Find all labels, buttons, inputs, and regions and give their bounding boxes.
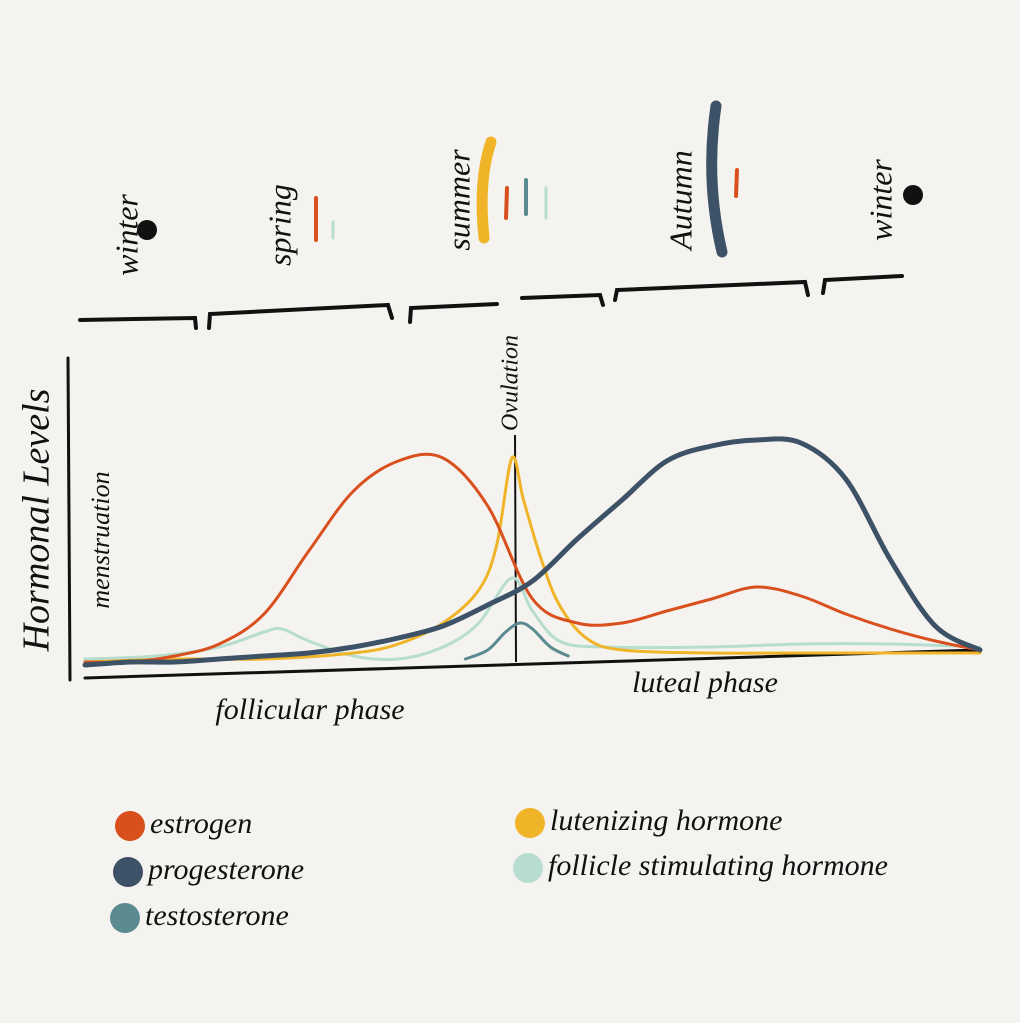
series-line xyxy=(83,576,982,662)
annotation: luteal phase xyxy=(632,666,778,699)
series-line xyxy=(463,621,570,661)
annotation: Ovulation xyxy=(498,335,524,431)
series-line xyxy=(82,436,983,668)
season-label: winter xyxy=(862,159,898,241)
season-label: summer xyxy=(440,149,476,251)
legend-label: lutenizing hormone xyxy=(550,804,783,837)
legend-label: progesterone xyxy=(146,853,304,886)
axes xyxy=(66,356,980,682)
season-icons xyxy=(137,100,923,258)
legend-swatch xyxy=(110,903,140,933)
season-label: winter xyxy=(108,194,144,276)
annotation: follicular phase xyxy=(215,693,404,726)
legend-label: follicle stimulating hormone xyxy=(548,849,888,882)
y-axis-label: Hormonal Levels xyxy=(16,389,58,653)
season-label: Autumn xyxy=(662,150,698,252)
legend: estrogen progesterone testosterone lutenizi… xyxy=(110,804,888,933)
series-line xyxy=(83,452,982,664)
legend-swatch xyxy=(515,808,545,838)
plot-area xyxy=(82,436,983,668)
season-brackets xyxy=(78,274,904,330)
legend-swatch xyxy=(513,853,543,883)
legend-label: testosterone xyxy=(145,899,289,932)
season-labels: winter spring summer Autumn winter xyxy=(108,149,898,276)
legend-swatch xyxy=(115,811,145,841)
season-label: spring xyxy=(261,184,297,266)
ovulation-line xyxy=(514,434,517,663)
annotation: menstruation xyxy=(86,471,115,608)
series-line xyxy=(83,455,982,664)
legend-label: estrogen xyxy=(150,807,252,840)
legend-swatch xyxy=(113,857,143,887)
